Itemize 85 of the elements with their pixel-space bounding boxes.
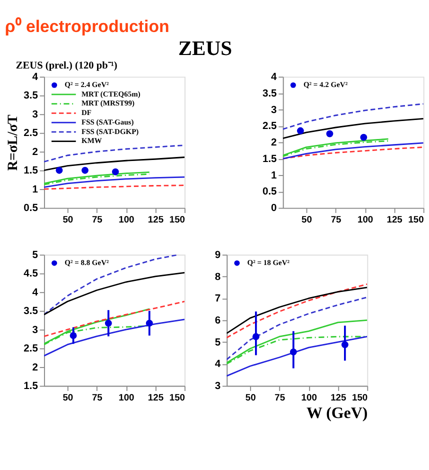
y-tick-label: 5 bbox=[32, 250, 38, 261]
y-tick-label: 4.5 bbox=[24, 268, 38, 280]
legend-label: MRT (CTEQ65m) bbox=[81, 89, 141, 98]
legend-label: FSS (SAT-Gaus) bbox=[81, 117, 134, 126]
point bbox=[290, 348, 297, 356]
x-tick-label: 125 bbox=[148, 214, 164, 224]
x-tick-label: 125 bbox=[148, 392, 164, 402]
y-tick-label: 3 bbox=[271, 104, 278, 116]
x-tick-label: 75 bbox=[92, 214, 102, 224]
y-tick-label: 2 bbox=[32, 362, 38, 374]
y-tick-label: 3 bbox=[32, 324, 38, 336]
chart-title: ρ⁰ electroproduction bbox=[4, 17, 170, 36]
x-tick-label: 50 bbox=[62, 214, 74, 224]
y-tick-label: 1 bbox=[271, 170, 278, 182]
text: ZEUS (prel.) (120 pb⁻¹) bbox=[16, 60, 118, 72]
legend-label: DF bbox=[81, 108, 92, 118]
x-tick-label: 50 bbox=[245, 392, 256, 402]
x-tick-label: 150 bbox=[169, 392, 185, 402]
y-tick-label: 2 bbox=[32, 146, 38, 158]
y-tick-label: 2.5 bbox=[262, 121, 278, 132]
line-series bbox=[44, 156, 185, 172]
legend-label: KMW bbox=[81, 136, 102, 146]
y-tick-label: 6 bbox=[214, 316, 221, 327]
y-tick-label: 1 bbox=[32, 184, 38, 196]
point bbox=[360, 134, 368, 141]
y-tick-label: 5 bbox=[214, 337, 221, 348]
y-tick-label: 2.5 bbox=[24, 344, 38, 355]
legend-label: Q² = 18 GeV² bbox=[247, 258, 290, 267]
line-series bbox=[44, 272, 185, 316]
x-tick-label: 75 bbox=[92, 392, 102, 402]
x-tick-label: 150 bbox=[408, 214, 424, 224]
x-tick-label: 75 bbox=[274, 392, 286, 402]
line-series bbox=[44, 144, 185, 162]
legend-label: Q² = 8.8 GeV² bbox=[64, 258, 110, 267]
line-series bbox=[44, 318, 185, 357]
y-tick-label: 8 bbox=[214, 272, 221, 283]
x-tick-label: 150 bbox=[352, 392, 368, 402]
y-tick-label: 2.5 bbox=[24, 128, 38, 140]
y-tick-label: 7 bbox=[214, 294, 221, 305]
legend-label: MRT (MRST99) bbox=[81, 98, 136, 108]
point bbox=[341, 341, 348, 348]
y-tick-label: 1.5 bbox=[24, 166, 38, 177]
line-series bbox=[226, 336, 368, 377]
x-tick-label: 100 bbox=[118, 392, 134, 402]
x-tick-label: 75 bbox=[330, 214, 342, 224]
y-tick-label: 3.5 bbox=[24, 90, 38, 102]
line-series bbox=[226, 296, 368, 360]
y-tick-label: 4 bbox=[32, 72, 38, 83]
y-tick-label: 2 bbox=[271, 138, 278, 149]
point bbox=[296, 127, 304, 134]
y-tick-label: 1.5 bbox=[24, 381, 38, 392]
line-series bbox=[282, 118, 424, 140]
y-tick-label: 9 bbox=[214, 250, 221, 261]
y-axis-title: R=σL/σT bbox=[5, 114, 22, 171]
legend-label: FSS (SAT-DGKP) bbox=[81, 126, 140, 136]
line-series bbox=[282, 142, 424, 160]
x-axis-title: W (GeV) bbox=[306, 405, 368, 422]
y-tick-label: 1.5 bbox=[262, 154, 278, 165]
line-series bbox=[44, 300, 185, 338]
point bbox=[252, 333, 260, 340]
y-tick-label: 3.5 bbox=[262, 88, 278, 100]
legend-label: Q² = 4.2 GeV² bbox=[303, 80, 348, 89]
line-series bbox=[44, 176, 185, 188]
point bbox=[326, 130, 334, 138]
y-tick-label: 0.5 bbox=[24, 203, 38, 214]
x-tick-label: 125 bbox=[386, 214, 402, 224]
y-tick-label: 0.5 bbox=[262, 186, 278, 198]
legend-label: Q² = 2.4 GeV² bbox=[64, 80, 110, 89]
y-tick-label: 4 bbox=[271, 72, 278, 83]
y-tick-label: 3.5 bbox=[24, 306, 38, 318]
y-tick-label: 3 bbox=[32, 109, 38, 120]
x-tick-label: 100 bbox=[301, 392, 317, 402]
y-tick-label: 0 bbox=[271, 203, 278, 214]
x-tick-label: 50 bbox=[62, 392, 74, 402]
x-tick-label: 125 bbox=[330, 392, 346, 402]
x-tick-label: 100 bbox=[118, 214, 134, 224]
y-tick-label: 3 bbox=[214, 381, 221, 392]
line-series bbox=[44, 254, 180, 316]
line-series bbox=[282, 103, 424, 130]
x-tick-label: 100 bbox=[357, 214, 374, 224]
x-tick-label: 50 bbox=[302, 214, 312, 224]
text: ZEUS bbox=[178, 38, 232, 60]
x-tick-label: 150 bbox=[169, 214, 185, 224]
y-tick-label: 4 bbox=[214, 359, 221, 370]
y-tick-label: 4 bbox=[32, 287, 38, 298]
